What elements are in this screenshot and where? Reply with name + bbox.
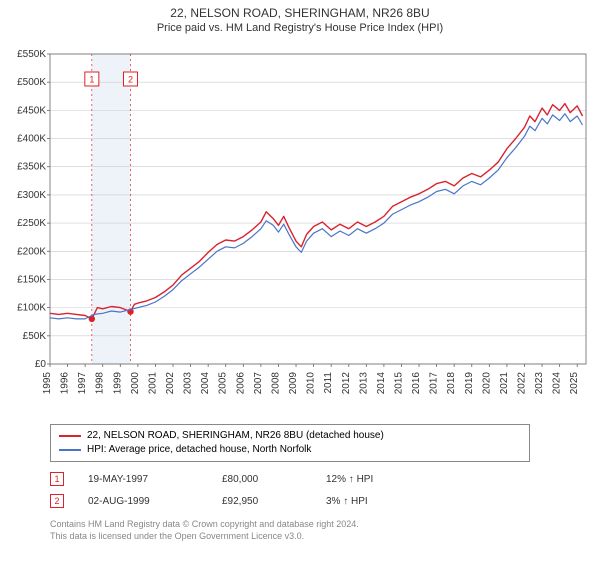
svg-text:2013: 2013 [358, 372, 369, 395]
svg-text:£400K: £400K [17, 134, 46, 145]
sale-date: 19-MAY-1997 [88, 474, 198, 485]
chart-area: £0 £50K £100K £150K £200K £250K £300K £350K £400… [0, 48, 600, 418]
legend-swatch [59, 435, 81, 437]
svg-text:2021: 2021 [499, 372, 510, 395]
sale-marker-box: 1 [50, 472, 64, 486]
svg-text:2010: 2010 [306, 372, 317, 395]
svg-text:£50K: £50K [23, 331, 47, 342]
legend-swatch [59, 449, 81, 451]
sale-hpi-diff: 3% ↑ HPI [326, 496, 406, 507]
svg-text:£250K: £250K [17, 218, 46, 229]
svg-text:2015: 2015 [393, 372, 404, 395]
footer-attribution: Contains HM Land Registry data © Crown c… [50, 518, 359, 542]
svg-text:2005: 2005 [218, 372, 229, 395]
sale-hpi-diff: 12% ↑ HPI [326, 474, 406, 485]
svg-text:£550K: £550K [17, 49, 46, 60]
svg-text:£350K: £350K [17, 162, 46, 173]
chart-title: 22, NELSON ROAD, SHERINGHAM, NR26 8BU [0, 6, 600, 20]
svg-text:2000: 2000 [130, 372, 141, 395]
legend-label: 22, NELSON ROAD, SHERINGHAM, NR26 8BU (d… [87, 429, 384, 443]
legend-item: 22, NELSON ROAD, SHERINGHAM, NR26 8BU (d… [59, 429, 521, 443]
sale-price: £80,000 [222, 474, 302, 485]
svg-text:1995: 1995 [42, 372, 53, 395]
legend-label: HPI: Average price, detached house, Nort… [87, 443, 311, 457]
svg-text:2007: 2007 [253, 372, 264, 395]
svg-text:2004: 2004 [200, 372, 211, 395]
svg-text:2022: 2022 [516, 372, 527, 395]
legend: 22, NELSON ROAD, SHERINGHAM, NR26 8BU (d… [50, 424, 530, 462]
svg-text:2025: 2025 [569, 372, 580, 395]
sale-marker-box: 2 [50, 494, 64, 508]
svg-text:£150K: £150K [17, 274, 46, 285]
svg-text:£300K: £300K [17, 190, 46, 201]
sale-row: 2 02-AUG-1999 £92,950 3% ↑ HPI [50, 490, 406, 512]
svg-text:1999: 1999 [112, 372, 123, 395]
svg-text:£100K: £100K [17, 303, 46, 314]
svg-text:2003: 2003 [183, 372, 194, 395]
line-chart: £0 £50K £100K £150K £200K £250K £300K £350K £400… [0, 48, 600, 418]
svg-text:2002: 2002 [165, 372, 176, 395]
svg-text:1997: 1997 [77, 372, 88, 395]
footer-line-2: This data is licensed under the Open Gov… [50, 530, 359, 542]
svg-text:2012: 2012 [341, 372, 352, 395]
svg-text:1998: 1998 [95, 372, 106, 395]
svg-text:1: 1 [89, 75, 94, 85]
svg-text:2018: 2018 [446, 372, 457, 395]
sale-row: 1 19-MAY-1997 £80,000 12% ↑ HPI [50, 468, 406, 490]
svg-text:2009: 2009 [288, 372, 299, 395]
svg-text:1996: 1996 [60, 372, 71, 395]
svg-text:£450K: £450K [17, 105, 46, 116]
svg-text:2024: 2024 [552, 372, 563, 395]
footer-line-1: Contains HM Land Registry data © Crown c… [50, 518, 359, 530]
legend-item: HPI: Average price, detached house, Nort… [59, 443, 521, 457]
sale-price: £92,950 [222, 496, 302, 507]
svg-text:2008: 2008 [270, 372, 281, 395]
svg-text:2014: 2014 [376, 372, 387, 395]
svg-text:2: 2 [128, 75, 133, 85]
svg-text:2020: 2020 [481, 372, 492, 395]
svg-text:£0: £0 [35, 359, 47, 370]
svg-text:2016: 2016 [411, 372, 422, 395]
svg-text:£200K: £200K [17, 246, 46, 257]
svg-text:2017: 2017 [429, 372, 440, 395]
sales-table: 1 19-MAY-1997 £80,000 12% ↑ HPI 2 02-AUG-1999… [50, 468, 406, 512]
svg-text:£500K: £500K [17, 77, 46, 88]
chart-subtitle: Price paid vs. HM Land Registry's House … [0, 22, 600, 34]
svg-text:2011: 2011 [323, 372, 334, 394]
svg-text:2023: 2023 [534, 372, 545, 395]
svg-text:2006: 2006 [235, 372, 246, 395]
svg-text:2001: 2001 [147, 372, 158, 395]
svg-text:2019: 2019 [464, 372, 475, 395]
sale-date: 02-AUG-1999 [88, 496, 198, 507]
